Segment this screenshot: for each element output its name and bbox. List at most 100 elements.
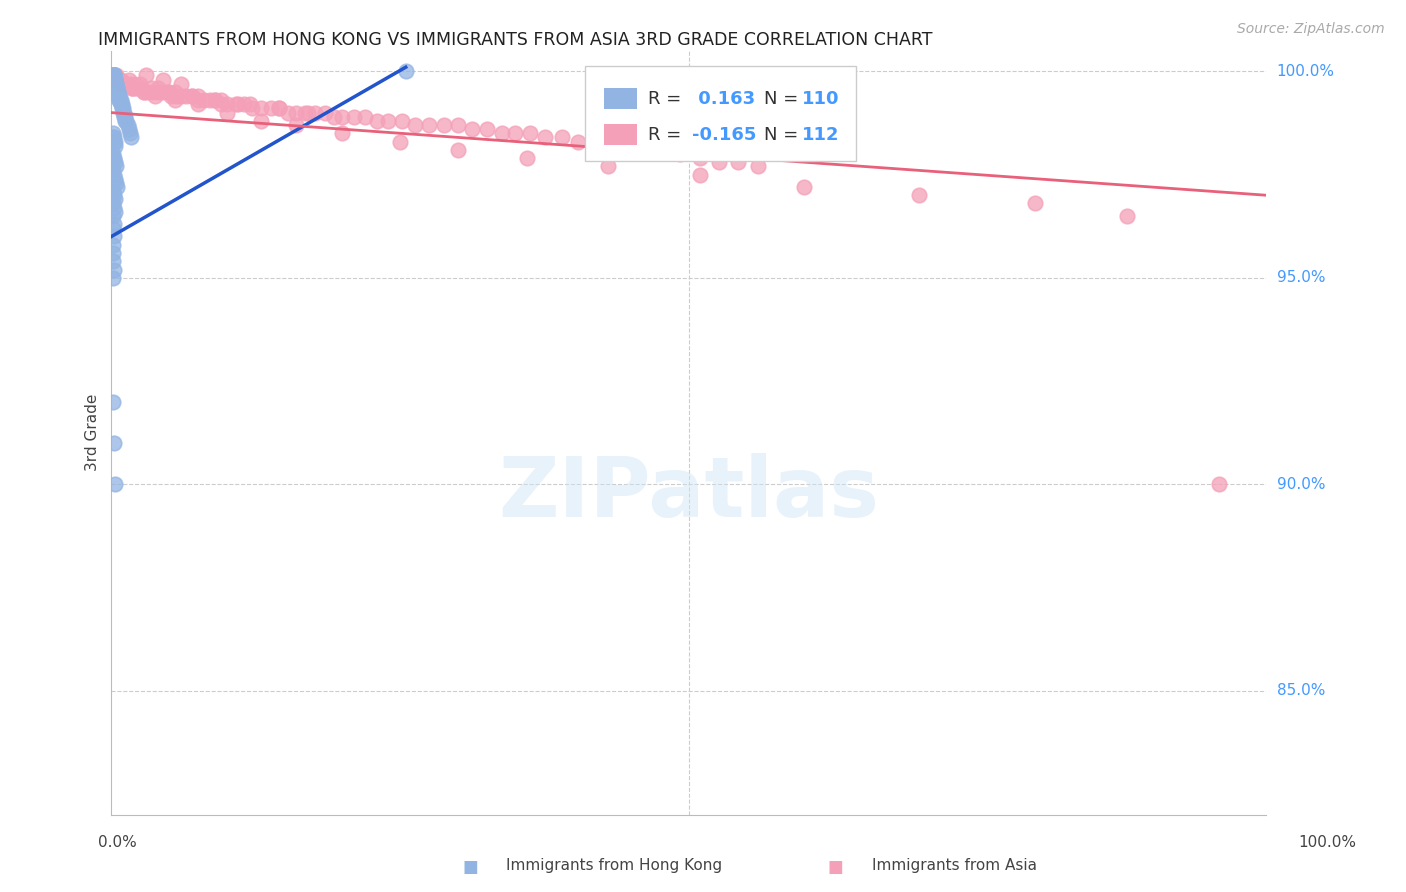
Point [550, 130, 572, 145]
Point [105, 80, 128, 95]
Point [747, 159, 769, 173]
Point [652, 143, 675, 157]
Point [228, 97, 250, 112]
Point [418, 118, 440, 132]
Text: ■: ■ [828, 858, 844, 876]
Point [132, 85, 155, 99]
Point [146, 80, 169, 95]
Point [105, 159, 128, 173]
Point [103, 72, 125, 87]
Text: N =: N = [763, 126, 804, 144]
Point [103, 151, 125, 165]
Text: 95.0%: 95.0% [1277, 270, 1326, 285]
Point [103, 69, 125, 83]
Point [260, 102, 283, 116]
Point [110, 93, 132, 107]
Text: ZIPatlas: ZIPatlas [498, 453, 879, 534]
Point [1116, 209, 1139, 223]
Point [110, 97, 132, 112]
Point [516, 151, 538, 165]
Point [225, 97, 247, 112]
Point [101, 69, 124, 83]
Point [582, 135, 605, 149]
Text: Immigrants from Asia: Immigrants from Asia [872, 858, 1036, 872]
Point [366, 114, 388, 128]
Point [152, 72, 174, 87]
Point [114, 77, 136, 91]
Point [111, 77, 134, 91]
Point [433, 118, 456, 132]
Point [181, 89, 204, 103]
Point [204, 93, 226, 107]
Point [377, 114, 399, 128]
Point [103, 72, 125, 87]
Point [447, 118, 470, 132]
Point [101, 270, 124, 285]
Point [101, 72, 124, 87]
Point [187, 93, 209, 107]
Point [117, 118, 139, 132]
Point [104, 171, 127, 186]
Point [143, 89, 166, 103]
Point [505, 126, 527, 140]
Point [277, 105, 299, 120]
Point [108, 89, 131, 103]
Point [132, 85, 155, 99]
Text: 85.0%: 85.0% [1277, 683, 1324, 698]
Point [105, 80, 128, 95]
Point [101, 246, 124, 260]
Point [323, 110, 346, 124]
Point [108, 93, 131, 107]
Point [240, 102, 263, 116]
Point [267, 102, 290, 116]
Point [107, 89, 129, 103]
Point [120, 130, 142, 145]
Point [447, 143, 470, 157]
Point [103, 72, 125, 87]
Point [707, 155, 730, 169]
Point [908, 188, 931, 202]
Point [491, 126, 513, 140]
Point [105, 80, 128, 95]
Point [114, 114, 136, 128]
FancyBboxPatch shape [585, 66, 856, 161]
Point [107, 85, 129, 99]
Point [169, 77, 191, 91]
Point [596, 159, 619, 173]
Point [103, 188, 125, 202]
Point [104, 77, 127, 91]
Point [294, 105, 316, 120]
Point [793, 180, 815, 194]
Point [112, 105, 135, 120]
Point [108, 89, 131, 103]
Point [160, 89, 183, 103]
Point [104, 72, 127, 87]
Point [101, 69, 124, 83]
Y-axis label: 3rd Grade: 3rd Grade [86, 394, 100, 471]
Point [354, 110, 377, 124]
Point [169, 89, 191, 103]
Point [105, 80, 128, 95]
Point [198, 93, 221, 107]
Point [395, 64, 418, 78]
Point [669, 147, 692, 161]
Point [124, 80, 146, 95]
Text: 90.0%: 90.0% [1277, 476, 1326, 491]
Point [104, 135, 127, 149]
Text: IMMIGRANTS FROM HONG KONG VS IMMIGRANTS FROM ASIA 3RD GRADE CORRELATION CHART: IMMIGRANTS FROM HONG KONG VS IMMIGRANTS … [98, 31, 934, 49]
Point [103, 69, 125, 83]
Point [391, 114, 413, 128]
Point [142, 85, 165, 99]
Point [135, 69, 157, 83]
Point [163, 93, 186, 107]
Point [141, 80, 163, 95]
Point [101, 237, 124, 252]
Point [105, 85, 128, 99]
Point [209, 97, 232, 112]
Point [115, 114, 138, 128]
Point [460, 122, 482, 136]
Text: ■: ■ [463, 858, 478, 876]
Point [105, 77, 128, 91]
Point [107, 85, 129, 99]
Point [215, 97, 238, 112]
